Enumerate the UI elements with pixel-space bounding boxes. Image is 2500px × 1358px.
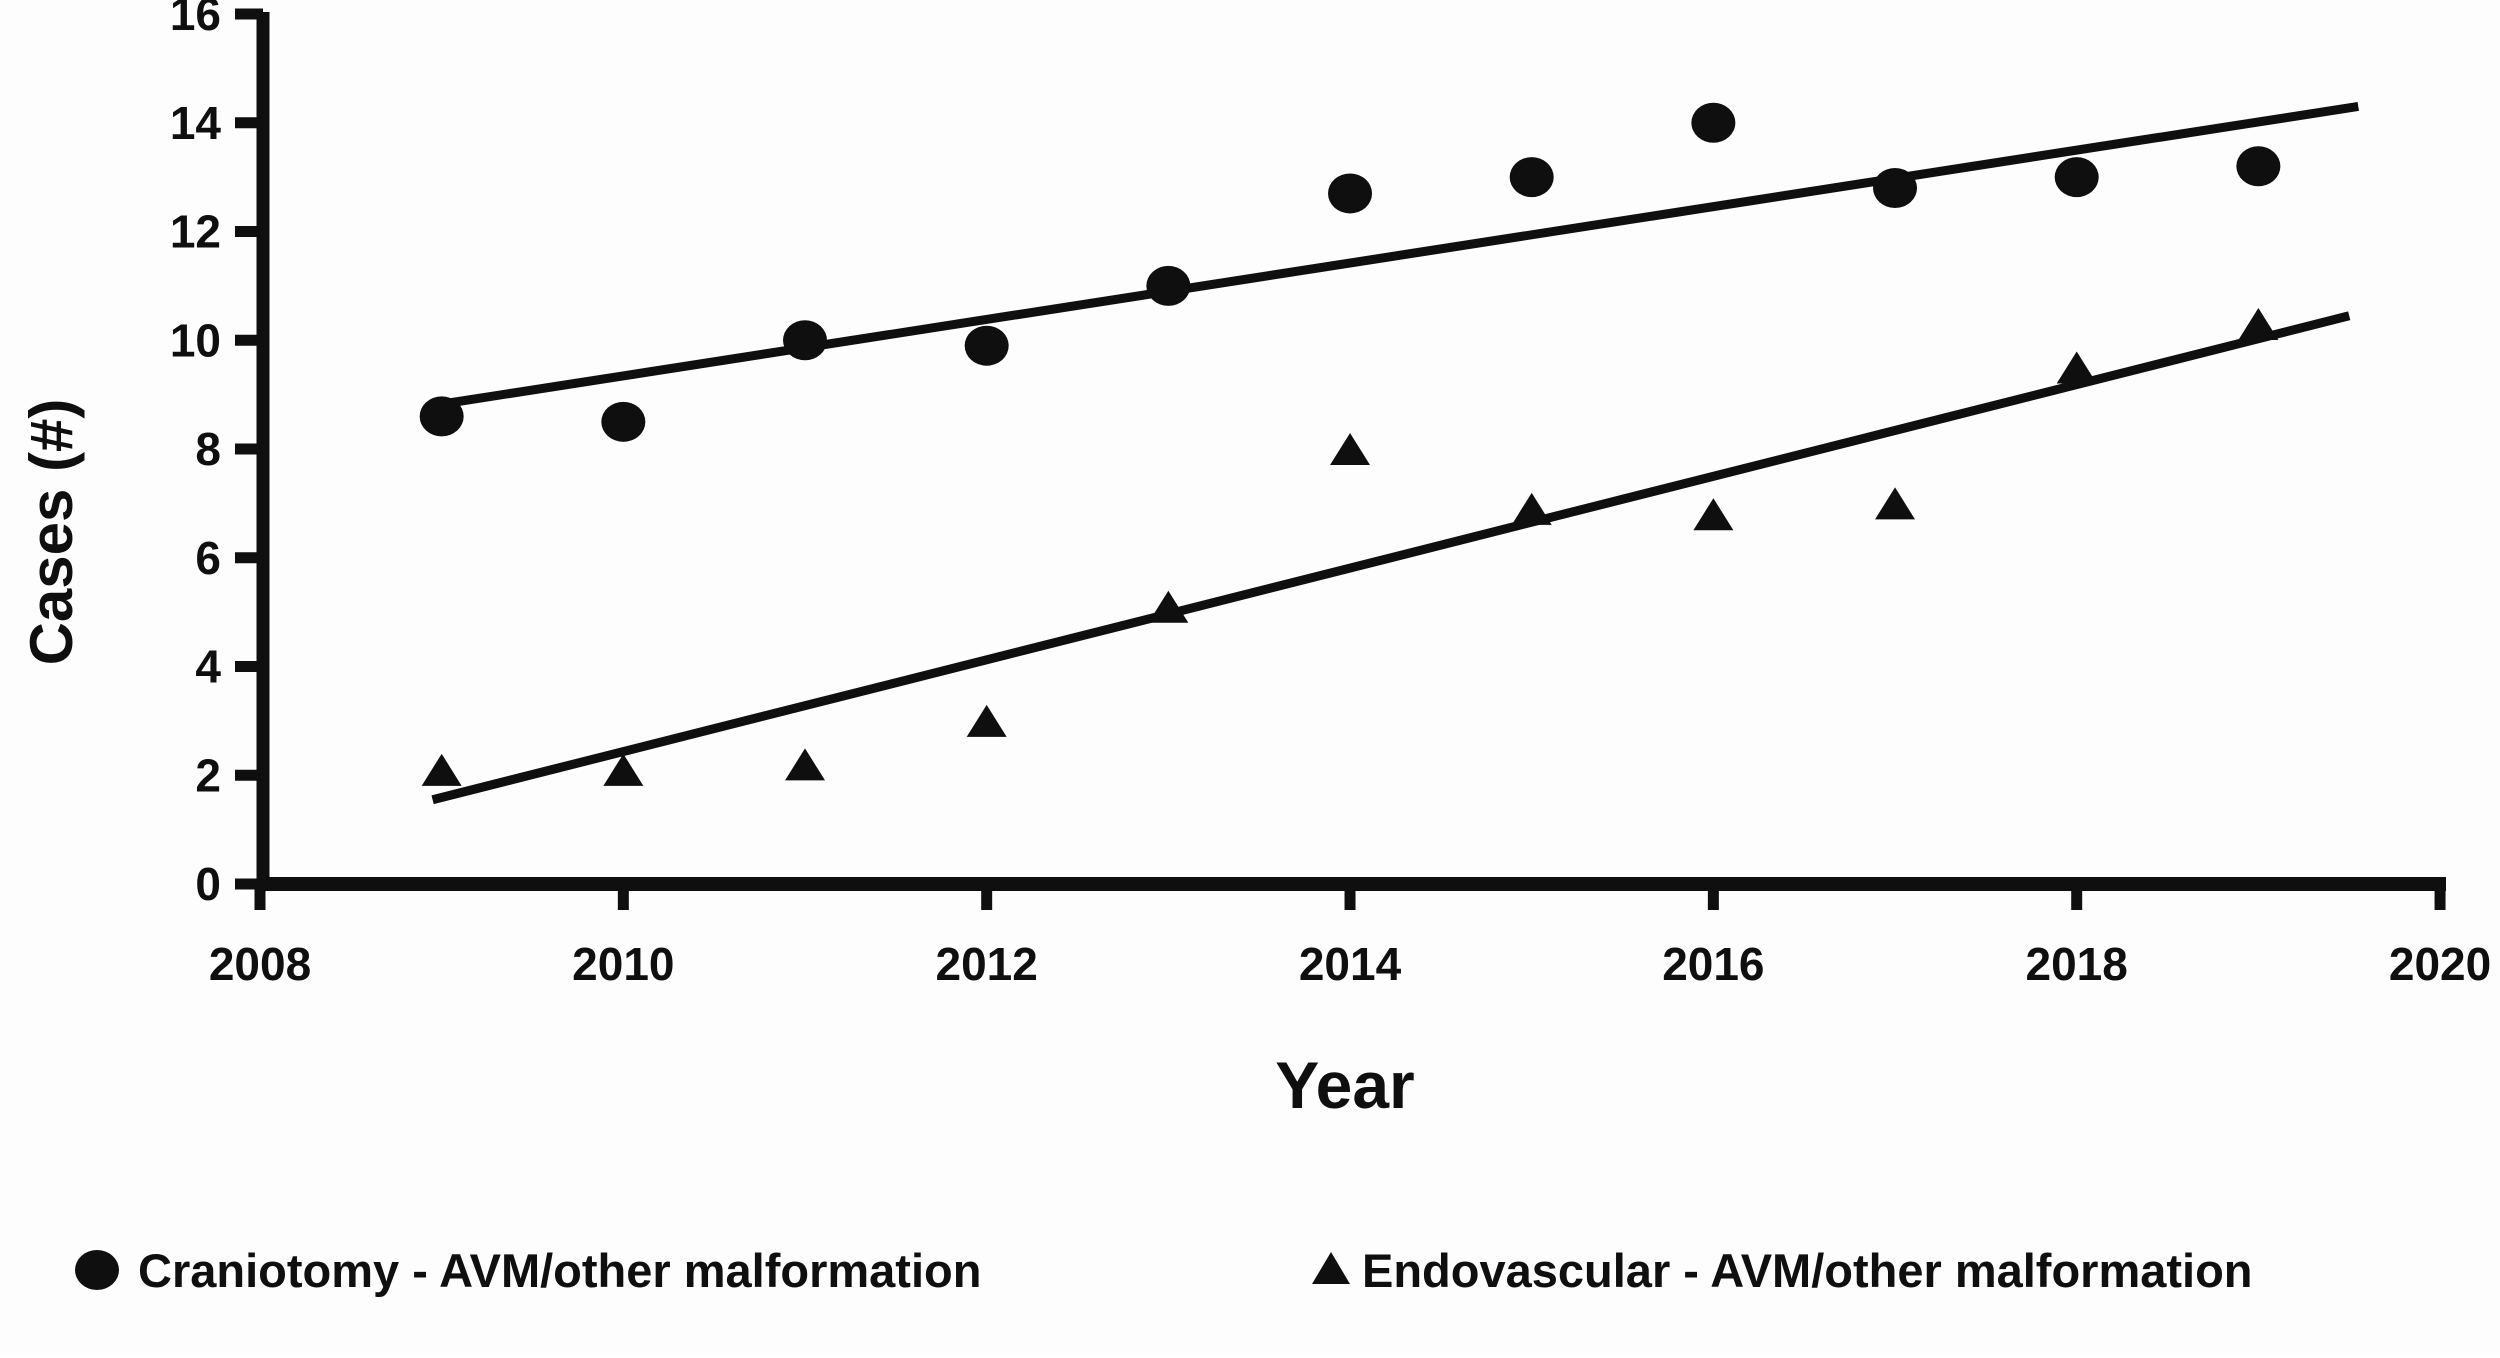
y-tick-label: 4 [195,641,221,693]
data-point-craniotomy-2015 [1509,157,1554,198]
y-tick-label: 14 [170,97,222,149]
data-point-endovascular-2016 [1693,498,1734,531]
legend-circle-marker-icon [75,1250,119,1290]
data-point-craniotomy-2009 [419,396,464,437]
series-layer [419,101,2359,805]
legend-label-endovascular: Endovascular - AVM/other malformation [1362,1244,2253,1297]
x-axis-title: Year [1275,1048,1414,1122]
x-tick-label: 2014 [1299,938,1402,990]
x-tick-label: 2020 [2389,938,2491,990]
x-tick-label: 2008 [209,938,311,990]
data-point-endovascular-2014 [1330,433,1371,465]
data-point-endovascular-2015 [1511,492,1552,525]
x-tick-label: 2018 [2026,938,2128,990]
y-axis-title: Cases (#) [18,399,85,666]
data-point-craniotomy-2013 [1146,265,1191,306]
ticks-layer: 0 2 4 6 8 10 12 14 16 2008 2010 2012 2014 2016 2018 202… [170,0,2491,990]
x-tick-label: 2010 [572,938,674,990]
data-point-endovascular-2017 [1875,487,1916,520]
legend-triangle-marker-icon [1312,1252,1350,1284]
data-point-endovascular-2018 [2056,351,2097,384]
data-point-craniotomy-2014 [1328,173,1373,214]
data-point-craniotomy-2017 [1873,168,1918,208]
legend: Craniotomy - AVM/other malformation Endo… [75,1244,2253,1297]
data-point-endovascular-2010 [603,753,644,786]
data-point-endovascular-2012 [966,704,1007,737]
data-point-endovascular-2013 [1148,590,1189,623]
trendline-circle [431,101,2359,410]
x-tick-label: 2012 [936,938,1038,990]
data-point-endovascular-2019 [2238,307,2279,340]
data-point-craniotomy-2011 [783,320,828,361]
data-point-craniotomy-2019 [2236,146,2281,187]
data-point-craniotomy-2012 [964,325,1009,366]
data-point-craniotomy-2016 [1691,102,1736,143]
data-point-craniotomy-2010 [601,401,646,442]
data-point-craniotomy-2018 [2054,157,2099,198]
y-tick-label: 10 [170,314,221,366]
y-tick-label: 8 [195,423,221,475]
data-point-endovascular-2011 [785,748,826,781]
y-tick-label: 2 [195,749,221,801]
x-tick-label: 2016 [1662,938,1764,990]
trendline-triangle [431,311,2351,805]
y-tick-label: 6 [195,532,221,584]
y-tick-label: 0 [195,858,221,910]
data-point-endovascular-2009 [421,753,462,786]
legend-label-craniotomy: Craniotomy - AVM/other malformation [138,1244,981,1297]
y-tick-label: 16 [170,0,221,40]
y-tick-label: 12 [170,206,221,258]
